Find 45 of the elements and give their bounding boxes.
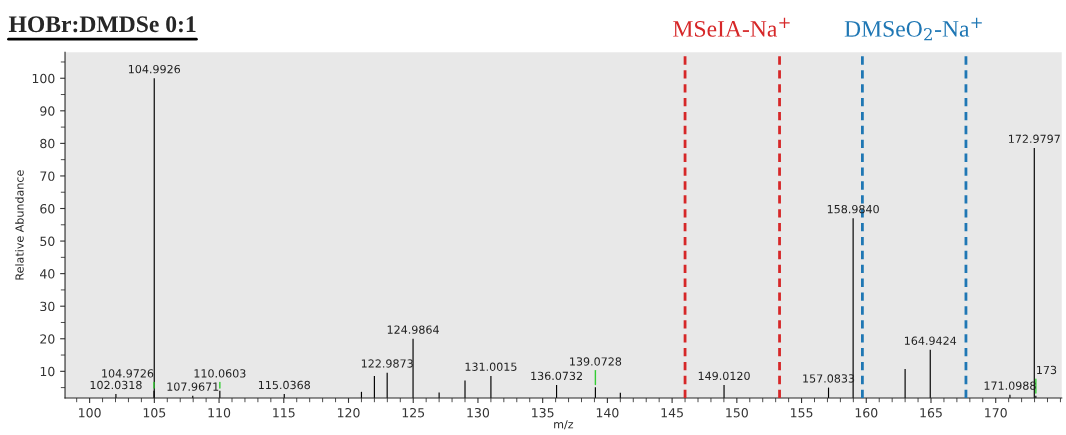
x-tick-label: 125	[402, 407, 425, 418]
x-tick-label: 100	[79, 407, 101, 418]
x-tick-label: 170	[985, 407, 1007, 418]
x-tick-label: 155	[791, 408, 813, 418]
y-axis-title: Relative Abundance	[15, 170, 24, 280]
y-tick-label: 40	[40, 269, 55, 279]
x-tick-label: 135	[532, 407, 554, 418]
ref-line-label: DMSeO$_{2}$-Na$^{+}$	[844, 17, 982, 41]
annotation: 158.9840	[827, 204, 879, 214]
annotation: 115.0368	[258, 380, 311, 390]
y-tick-label: 90	[40, 106, 55, 116]
y-tick-label: 80	[40, 138, 55, 149]
annotation: 164.9424	[904, 336, 957, 345]
x-tick-label: 120	[337, 407, 360, 418]
annotation: 172.9797	[1009, 134, 1060, 144]
annotation: 104.9726	[102, 369, 154, 378]
y-tick-label: 50	[40, 236, 55, 246]
y-tick-label: 30	[40, 301, 55, 312]
annotation: 104.9926	[128, 64, 181, 74]
y-tick-label: 10	[40, 366, 55, 377]
annotation: 136.0732	[531, 371, 582, 381]
x-tick-label: 145	[661, 408, 683, 418]
chart-title: HOBr:DMDSe 0:1	[8, 16, 196, 33]
annotation: 131.0015	[465, 362, 517, 371]
y-tick-label: 20	[40, 334, 55, 344]
x-tick-label: 115	[273, 408, 295, 418]
x-tick-label: 110	[208, 407, 231, 418]
x-tick-label: 105	[143, 407, 166, 418]
annotation: 139.0728	[570, 357, 622, 366]
annotation: 124.9864	[387, 325, 439, 334]
annotation: 110.0603	[194, 369, 246, 378]
x-tick-label: 140	[596, 407, 619, 418]
y-tick-label: 100	[32, 73, 55, 84]
x-axis-title: m/z	[554, 420, 574, 430]
x-tick-label: 165	[920, 407, 942, 418]
ref-line-label: MSeIA-Na$^{+}$	[673, 17, 790, 37]
annotation: 173	[1037, 365, 1057, 375]
y-tick-label: 70	[40, 171, 55, 181]
annotation: 107.9671	[167, 382, 219, 391]
annotation: 102.0318	[90, 380, 142, 390]
x-tick-label: 150	[726, 407, 748, 418]
y-tick-label: 60	[40, 203, 55, 214]
annotation: 149.0120	[698, 371, 750, 381]
x-tick-label: 160	[855, 407, 878, 418]
x-tick-label: 130	[467, 407, 490, 418]
